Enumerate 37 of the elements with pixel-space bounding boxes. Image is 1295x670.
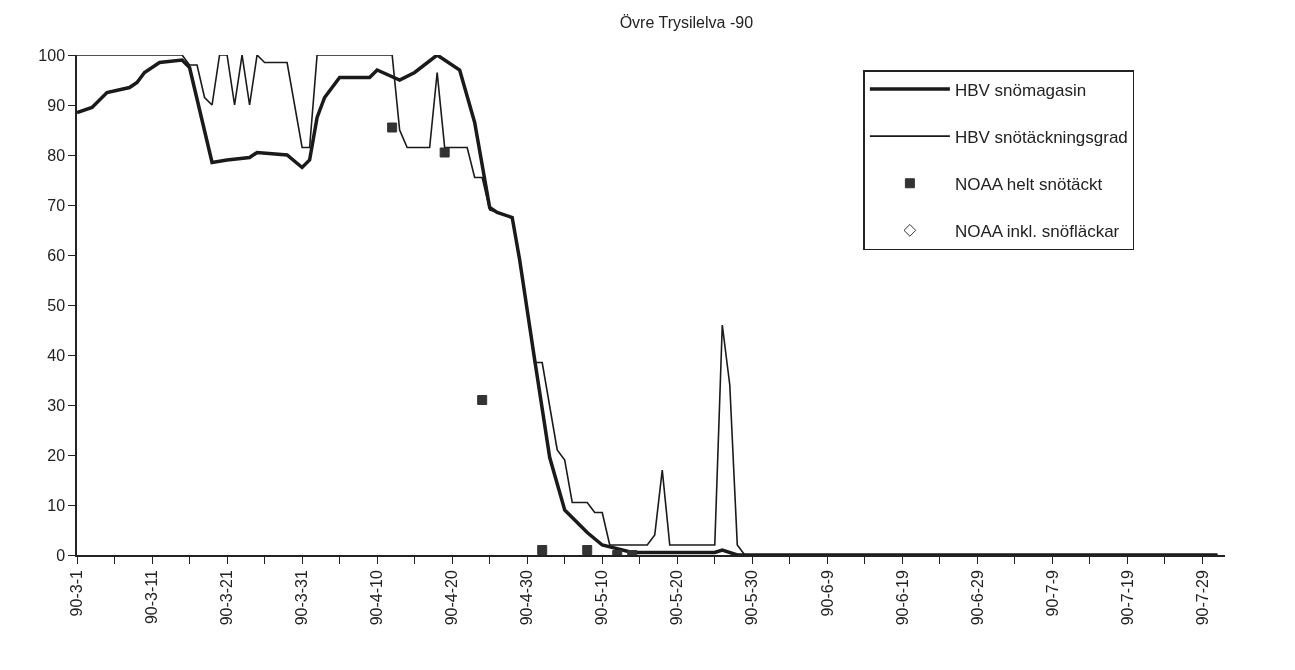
- point: [439, 147, 450, 158]
- x-tick-label: 90-4-10: [368, 570, 386, 626]
- legend-label: HBV snömagasin: [954, 80, 1087, 100]
- legend-label: NOAA inkl. snöfläckar: [954, 221, 1120, 241]
- y-tick-label: 70: [47, 196, 66, 214]
- x-tick-label: 90-3-1: [68, 570, 86, 617]
- x-tick-label: 90-7-29: [1193, 570, 1211, 626]
- point: [477, 395, 488, 405]
- x-tick-label: 90-4-30: [518, 570, 536, 626]
- y-tick-label: 80: [47, 146, 66, 164]
- y-tick-label: 50: [47, 296, 66, 314]
- x-tick-label: 90-5-30: [743, 570, 761, 626]
- y-tick-label: 40: [47, 346, 66, 364]
- x-tick-label: 90-6-29: [968, 570, 986, 626]
- chart-title: Övre Trysilelva -90: [619, 13, 754, 31]
- x-tick-label: 90-5-20: [668, 570, 686, 626]
- legend-label: NOAA helt snötäckt: [954, 174, 1103, 194]
- legend-label: HBV snötäckningsgrad: [954, 127, 1128, 147]
- x-tick-label: 90-7-9: [1043, 570, 1061, 617]
- y-tick-label: 60: [47, 246, 66, 264]
- x-tick-label: 90-6-9: [818, 570, 836, 617]
- y-tick-label: 10: [47, 496, 66, 514]
- x-tick-label: 90-7-19: [1118, 570, 1136, 626]
- y-tick-label: 20: [47, 446, 66, 464]
- x-tick-label: 90-3-11: [143, 570, 161, 625]
- point: [537, 545, 548, 555]
- x-tick-label: 90-6-19: [893, 570, 911, 626]
- y-tick-label: 100: [38, 46, 66, 64]
- x-tick-label: 90-3-31: [293, 570, 311, 626]
- x-tick-label: 90-4-20: [443, 570, 461, 626]
- point: [582, 545, 593, 555]
- point: [387, 122, 398, 133]
- y-tick-label: 30: [47, 396, 66, 414]
- y-tick-label: 0: [56, 546, 66, 564]
- x-tick-label: 90-3-21: [218, 570, 236, 626]
- x-tick-label: 90-5-10: [593, 570, 611, 626]
- y-tick-label: 90: [47, 96, 66, 114]
